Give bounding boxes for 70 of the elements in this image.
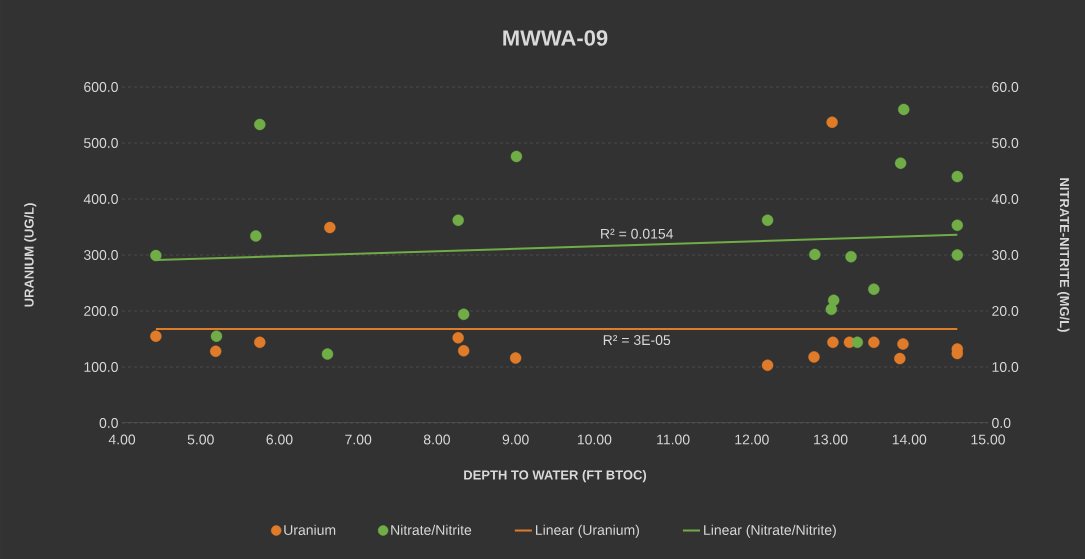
point [827, 336, 839, 349]
point [868, 336, 880, 349]
point [826, 116, 838, 128]
point [250, 230, 262, 242]
y-tick-label: 400.0 [83, 194, 118, 204]
point [457, 308, 470, 321]
x-tick-label: 14.00 [892, 434, 927, 445]
annotation: R² = 0.0154 [601, 228, 674, 239]
point [150, 249, 162, 262]
x-tick-label: 5.00 [187, 434, 214, 445]
legend-label: Uranium [284, 524, 336, 535]
chart-title: MWWA-09 [503, 30, 608, 46]
point [452, 332, 464, 344]
point [951, 249, 963, 261]
point [845, 250, 857, 263]
x-tick-label: 8.00 [423, 434, 450, 445]
y-tick-label: 300.0 [83, 250, 118, 260]
annotation: R² = 3E-05 [603, 335, 671, 346]
x-tick-label: 9.00 [502, 434, 529, 445]
point [827, 294, 840, 307]
legend-label: Nitrate/Nitrite [391, 524, 472, 535]
point [150, 330, 162, 342]
point [808, 351, 820, 363]
x-tick-label: 4.00 [108, 434, 136, 445]
y-axis-title: URANIUM (UG/L) [24, 203, 37, 307]
point [210, 330, 223, 342]
point [321, 348, 334, 360]
y-tick-label: 500.0 [84, 138, 118, 148]
y-tick-label: 100.0 [84, 362, 118, 372]
point [894, 352, 906, 365]
point [897, 338, 909, 350]
point [851, 336, 864, 349]
point [868, 283, 880, 295]
point [509, 352, 522, 364]
point [510, 150, 523, 163]
point [951, 219, 963, 232]
point [324, 221, 336, 234]
x-tick-label: 6.00 [266, 434, 293, 445]
point [254, 118, 266, 131]
y-tick-label: 600.0 [84, 82, 118, 92]
y-tick-label: 200.0 [84, 306, 118, 316]
x-tick-label: 11.00 [657, 434, 690, 445]
point [761, 214, 774, 226]
point [898, 103, 910, 116]
y2-tick-label: 40.0 [991, 194, 1019, 204]
y2-tick-label: 50.0 [992, 138, 1019, 148]
point [894, 157, 907, 169]
x-tick-label: 15.00 [971, 434, 1005, 445]
point [825, 303, 838, 316]
point [254, 336, 266, 349]
y2-tick-label: 20.0 [992, 306, 1019, 316]
point [761, 359, 774, 372]
point [809, 248, 821, 261]
y2-axis-title: NITRATE-NITRITE (MG/L) [1057, 178, 1070, 332]
x-tick-label: 10.00 [577, 434, 612, 445]
x-tick-label: 13.00 [814, 434, 848, 445]
legend-label: Linear (Uranium) [536, 524, 639, 538]
point [452, 214, 464, 226]
y-tick-label: 0.0 [99, 418, 118, 428]
y2-tick-label: 30.0 [992, 250, 1019, 260]
y2-tick-label: 0.0 [992, 418, 1011, 428]
legend-label: Linear (Nitrate/Nitrite) [704, 524, 836, 538]
y2-tick-label: 10.0 [992, 362, 1019, 372]
point [209, 345, 222, 358]
x-axis-title: DEPTH TO WATER (FT BTOC) [464, 470, 647, 483]
x-tick-label: 7.00 [345, 434, 372, 445]
point [457, 345, 470, 357]
x-tick-label: 12.00 [735, 434, 769, 445]
y2-tick-label: 60.0 [992, 82, 1019, 92]
point [951, 170, 963, 183]
